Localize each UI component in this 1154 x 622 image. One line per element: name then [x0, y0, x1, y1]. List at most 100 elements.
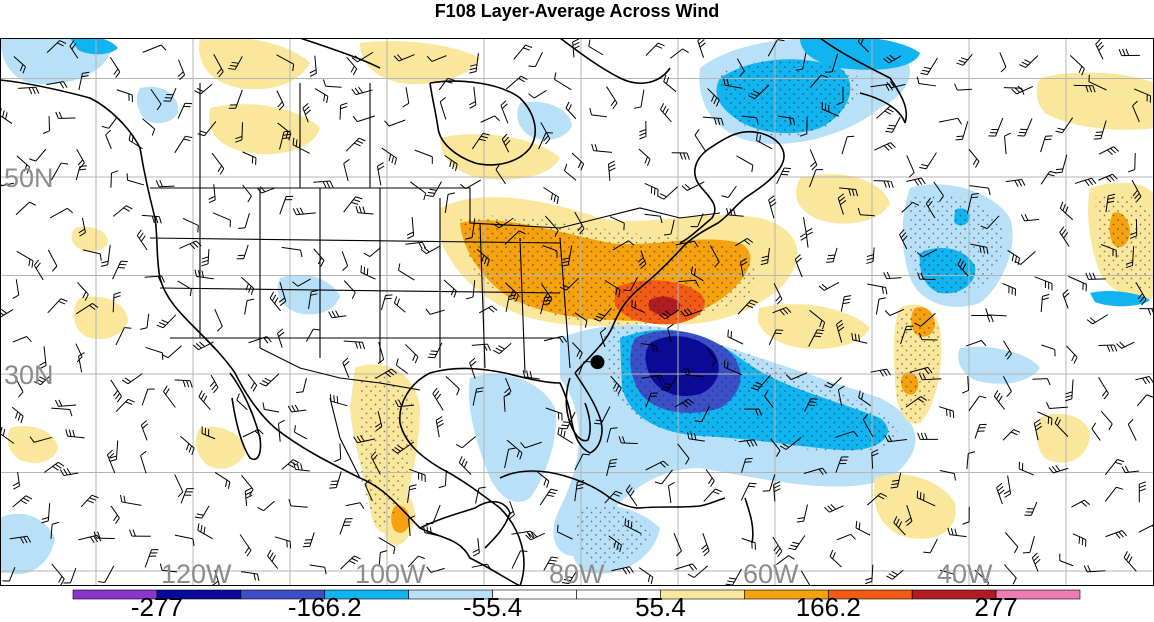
central-america — [419, 500, 511, 549]
wind-barb — [826, 247, 838, 263]
wind-barb — [1073, 84, 1096, 93]
wind-barb — [161, 345, 182, 359]
wind-barb — [723, 360, 742, 376]
wind-barb — [914, 312, 936, 327]
wind-barb — [1002, 429, 1021, 441]
wind-barb — [818, 281, 840, 291]
wind-barb — [363, 247, 381, 257]
wind-barb — [194, 269, 214, 280]
wind-barb — [214, 472, 231, 489]
wind-barb — [425, 308, 445, 315]
wind-barb — [1017, 118, 1033, 137]
wind-barb — [674, 398, 695, 408]
wind-barb — [145, 346, 164, 360]
wind-barb — [302, 532, 315, 548]
wind-barb — [604, 279, 621, 297]
wind-barb — [11, 406, 24, 423]
wind-barb — [870, 368, 891, 377]
wind-barb — [163, 88, 177, 102]
wind-barb — [768, 329, 784, 345]
wind-barb — [370, 451, 381, 475]
wind-barb — [1105, 193, 1116, 213]
baja — [229, 372, 262, 460]
coastlines — [0, 38, 908, 586]
wind-barb — [836, 533, 856, 541]
wind-barb — [1085, 272, 1106, 280]
wind-barb — [858, 390, 872, 407]
wind-barb — [918, 372, 942, 381]
wind-barb — [328, 310, 347, 319]
wind-barb — [293, 425, 308, 440]
wind-barb — [905, 504, 913, 526]
nw-light-blue — [136, 86, 179, 124]
wind-barb — [609, 216, 625, 231]
pacific-yellow-2 — [71, 226, 108, 252]
wind-barb — [738, 439, 758, 448]
wind-barb — [174, 534, 195, 546]
hudson-bay — [429, 80, 536, 166]
wind-barb — [472, 387, 484, 406]
wind-barb — [905, 396, 927, 408]
wind-barb — [492, 342, 512, 355]
wind-barb — [194, 83, 213, 95]
wind-barb — [1127, 418, 1137, 441]
wind-barb — [503, 393, 511, 412]
colorbar-label: 55.4 — [635, 592, 686, 622]
wind-barb — [726, 207, 744, 217]
wind-barb — [343, 340, 366, 350]
lat-lon-grid — [0, 38, 1154, 586]
wind-barb — [669, 48, 689, 59]
wind-barb — [65, 429, 85, 439]
wind-barb — [906, 155, 915, 178]
wind-barb — [126, 173, 145, 186]
wind-barb — [623, 276, 639, 292]
wind-barb — [740, 257, 748, 277]
wind-barb — [1098, 173, 1118, 183]
wind-barb — [1031, 552, 1041, 572]
wind-barb — [277, 419, 285, 442]
wind-barb — [274, 536, 292, 549]
wind-barb — [966, 451, 976, 470]
wind-barb — [645, 42, 665, 56]
wind-barb — [606, 427, 618, 443]
wind-barb — [435, 416, 444, 438]
wind-barb — [841, 135, 855, 155]
wind-barb — [673, 532, 682, 557]
map-title: F108 Layer-Average Across Wind — [434, 1, 720, 21]
wind-barb — [500, 100, 509, 124]
wind-barb — [706, 347, 717, 367]
wind-barb — [109, 57, 121, 78]
wind-barb — [360, 265, 376, 280]
wind-barb — [970, 243, 989, 255]
wind-barb — [353, 435, 376, 444]
wind-barb — [426, 566, 445, 573]
colorbar-segment — [995, 589, 1081, 600]
hispaniola — [639, 497, 726, 509]
wind-barb — [741, 115, 759, 125]
wind-barb — [624, 518, 642, 535]
wind-barb — [443, 279, 457, 298]
wind-barb — [954, 83, 972, 91]
wind-barb — [686, 431, 705, 442]
wind-barb — [1024, 501, 1038, 516]
wind-barb — [341, 251, 349, 272]
wind-barb — [140, 420, 149, 441]
wind-barb — [939, 470, 956, 481]
wind-barb — [112, 291, 121, 313]
wind-barb — [1091, 422, 1101, 441]
wind-barb — [764, 389, 774, 408]
wind-barb — [933, 181, 944, 202]
wind-barb — [239, 534, 252, 557]
colorbar — [72, 589, 1081, 600]
wind-barb — [968, 395, 987, 412]
wind-barb — [671, 152, 690, 160]
wind-barb — [1014, 251, 1036, 265]
wind-barb — [2, 567, 16, 582]
wind-barb — [140, 450, 147, 474]
wind-barb — [762, 474, 776, 492]
wind-barb — [678, 279, 699, 287]
wind-barb — [476, 248, 490, 267]
wind-barb — [269, 291, 281, 312]
wind-barb — [572, 38, 580, 58]
wind-barb — [821, 102, 840, 117]
